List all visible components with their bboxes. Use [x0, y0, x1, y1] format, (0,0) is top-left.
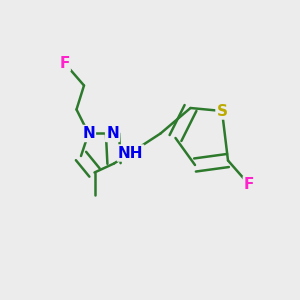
- Text: F: F: [59, 56, 70, 70]
- Text: N: N: [106, 126, 119, 141]
- Text: S: S: [217, 103, 227, 118]
- Text: N: N: [82, 126, 95, 141]
- Text: NH: NH: [118, 146, 143, 160]
- Text: F: F: [244, 177, 254, 192]
